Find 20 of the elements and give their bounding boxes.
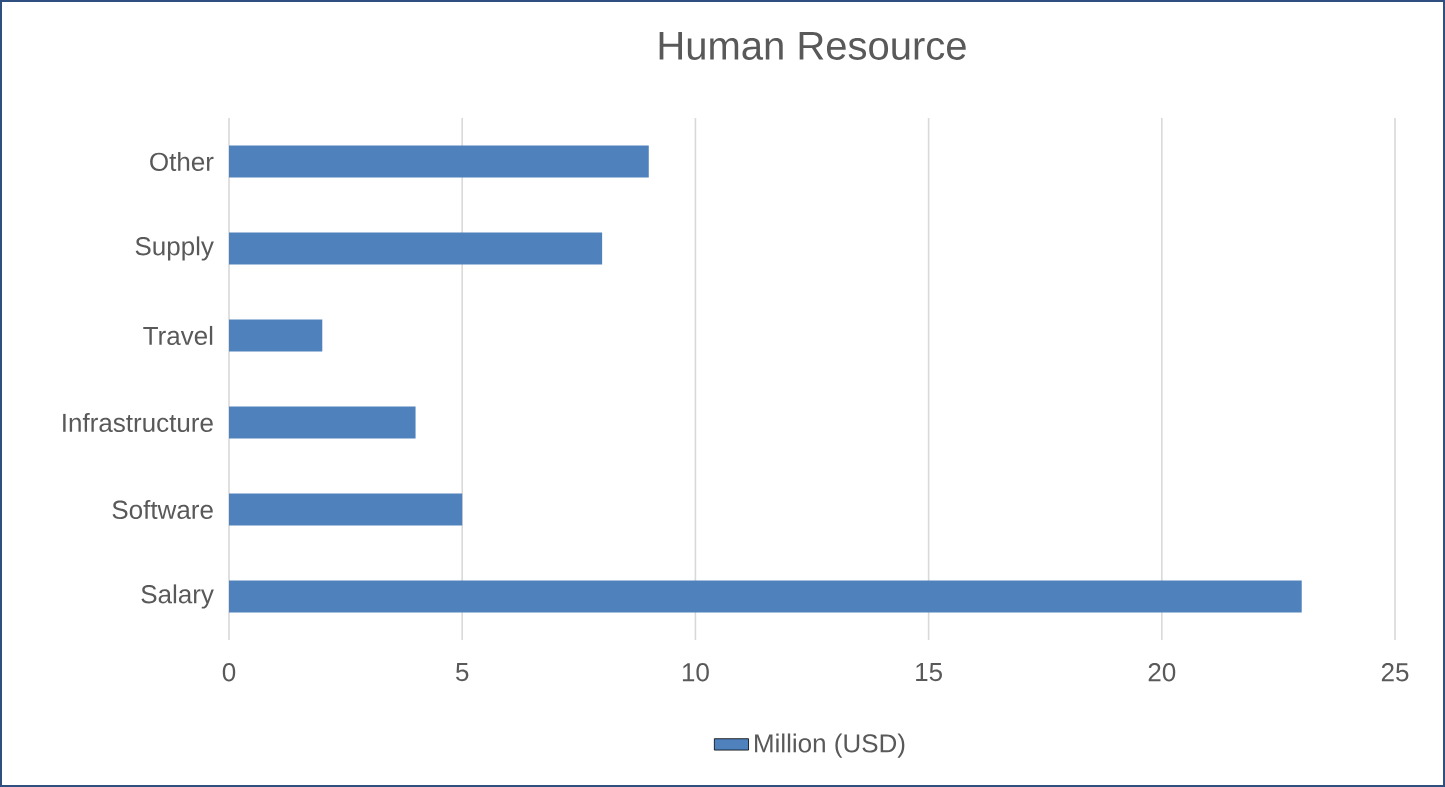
y-tick-label: Travel bbox=[143, 325, 213, 346]
y-tick-label: Salary bbox=[141, 584, 214, 609]
y-tick-label: Infrastructure bbox=[63, 412, 213, 433]
x-tick-label: 5 bbox=[456, 663, 469, 682]
bar bbox=[229, 145, 649, 178]
x-tick-label: 0 bbox=[222, 663, 236, 682]
legend-label: Million (USD) bbox=[755, 733, 905, 758]
chart-title: Human Resource bbox=[659, 32, 966, 60]
x-tick-label: 20 bbox=[1148, 663, 1176, 682]
bar bbox=[229, 580, 1302, 613]
y-tick-label: Software bbox=[112, 499, 213, 520]
y-tick-label: Other bbox=[150, 151, 214, 172]
bar bbox=[229, 232, 603, 265]
y-tick-label: Supply bbox=[135, 236, 214, 261]
bar bbox=[229, 319, 323, 352]
x-tick-label: 25 bbox=[1381, 663, 1409, 682]
x-tick-label: 10 bbox=[682, 663, 709, 682]
x-tick-label: 15 bbox=[916, 663, 942, 682]
bar bbox=[229, 406, 416, 439]
bar bbox=[229, 493, 463, 526]
